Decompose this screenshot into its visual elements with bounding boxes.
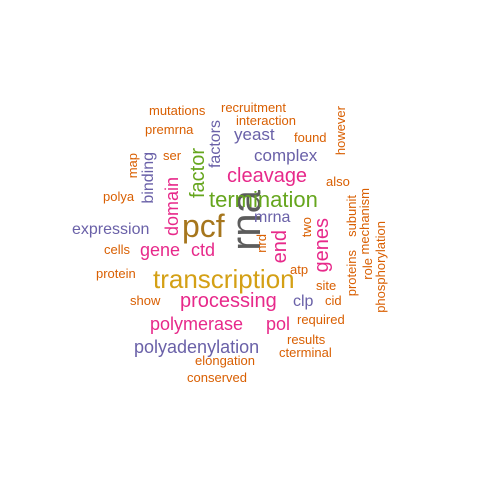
word-atp: atp — [290, 262, 309, 277]
word-gene: gene — [140, 240, 181, 260]
word-mechanism: mechanism — [357, 188, 372, 255]
word-polymerase: polymerase — [150, 314, 244, 334]
word-yeast: yeast — [234, 125, 275, 144]
word-expression: expression — [72, 221, 150, 238]
word-cterminal: cterminal — [279, 345, 332, 360]
word-end: end — [269, 230, 291, 264]
word-results: results — [287, 332, 326, 347]
word-recruitment: recruitment — [221, 100, 287, 115]
word-binding: binding — [140, 152, 157, 204]
word-interaction: interaction — [236, 113, 296, 128]
word-phosphorylation: phosphorylation — [373, 221, 388, 313]
word-ctd: ctd — [191, 240, 216, 260]
word-cid: cid — [325, 293, 342, 308]
word-polya: polya — [103, 189, 135, 204]
word-also: also — [326, 174, 350, 189]
word-nrd: nrd — [254, 234, 269, 253]
word-pcf: pcf — [182, 208, 225, 244]
word-complex: complex — [254, 146, 318, 165]
word-site: site — [316, 278, 337, 293]
word-transcription: transcription — [153, 264, 295, 294]
word-genes: genes — [311, 218, 333, 273]
word-required: required — [297, 312, 345, 327]
word-factors: factors — [207, 120, 224, 169]
word-show: show — [130, 293, 161, 308]
word-two: two — [299, 217, 314, 238]
word-ser: ser — [163, 148, 182, 163]
word-conserved: conserved — [187, 370, 247, 385]
word-polyadenylation: polyadenylation — [134, 337, 260, 357]
word-proteins: proteins — [344, 250, 359, 297]
word-elongation: elongation — [195, 353, 255, 368]
word-processing: processing — [180, 290, 277, 312]
word-clp: clp — [293, 293, 314, 310]
word-however: however — [333, 106, 348, 156]
word-map: map — [125, 153, 140, 179]
word-protein: protein — [96, 266, 136, 281]
word-premrna: premrna — [145, 122, 194, 137]
word-pol: pol — [266, 314, 291, 334]
word-cells: cells — [104, 242, 131, 257]
word-mutations: mutations — [149, 103, 206, 118]
word-found: found — [294, 130, 327, 145]
word-cleavage: cleavage — [227, 165, 308, 187]
word-factor: factor — [187, 148, 209, 199]
word-domain: domain — [162, 177, 182, 237]
word-termination: termination — [209, 187, 318, 212]
word-mrna: mrna — [254, 209, 291, 226]
